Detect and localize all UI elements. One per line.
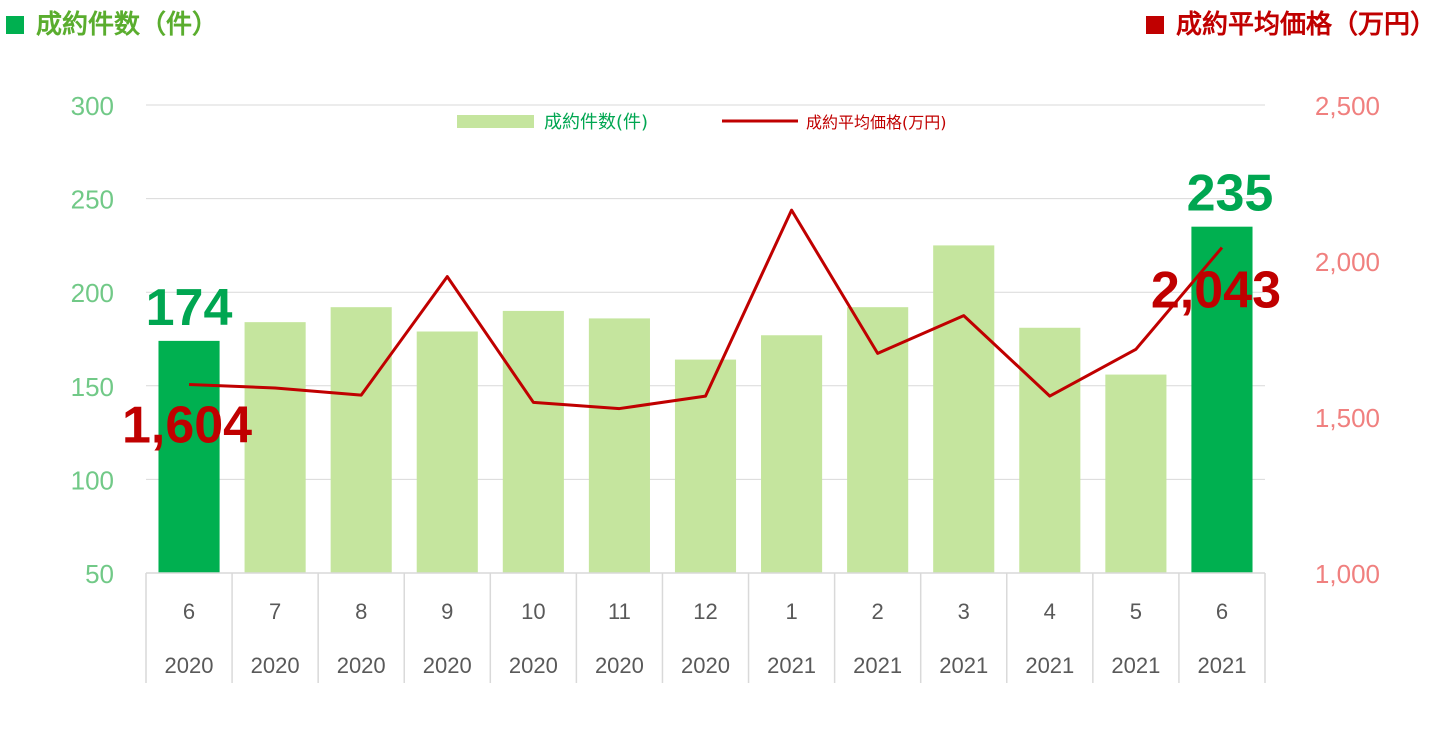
- category-month-label: 4: [1044, 599, 1056, 624]
- bar: [761, 335, 823, 573]
- left-axis-tick-label: 100: [71, 465, 114, 495]
- category-month-label: 5: [1130, 599, 1142, 624]
- category-year-label: 2020: [509, 653, 558, 678]
- category-month-label: 8: [355, 599, 367, 624]
- legend-bar-label: 成約件数(件): [544, 112, 648, 133]
- bar: [1019, 327, 1081, 573]
- category-year-label: 2021: [1197, 653, 1246, 678]
- category-month-label: 9: [441, 599, 453, 624]
- category-year-label: 2021: [767, 653, 816, 678]
- category-year-label: 2020: [165, 653, 214, 678]
- right-axis-tick-label: 1,000: [1315, 559, 1380, 589]
- category-year-label: 2020: [423, 653, 472, 678]
- bar: [588, 318, 650, 573]
- bar-highlight: [158, 340, 220, 573]
- category-month-label: 7: [269, 599, 281, 624]
- bar: [933, 245, 995, 573]
- legend-line-label: 成約平均価格(万円): [806, 113, 947, 132]
- category-year-label: 2021: [853, 653, 902, 678]
- bar-value-annotation: 235: [1187, 165, 1274, 223]
- category-month-label: 6: [1216, 599, 1228, 624]
- left-axis-tick-label: 50: [85, 559, 114, 589]
- bar: [330, 307, 392, 573]
- left-axis-title-text: 成約件数（件）: [36, 10, 219, 40]
- category-year-label: 2021: [1025, 653, 1074, 678]
- right-axis-tick-label: 1,500: [1315, 403, 1380, 433]
- category-year-label: 2020: [251, 653, 300, 678]
- left-axis-tick-label: 150: [71, 372, 114, 402]
- category-month-label: 2: [872, 599, 884, 624]
- left-axis-tick-label: 250: [71, 185, 114, 215]
- bar-highlight: [1191, 226, 1253, 573]
- green-square-icon: [6, 16, 24, 34]
- left-axis-tick-label: 300: [71, 91, 114, 121]
- bar: [502, 310, 564, 573]
- category-year-label: 2021: [1111, 653, 1160, 678]
- right-axis-tick-label: 2,000: [1315, 247, 1380, 277]
- legend-bar-swatch: [457, 115, 534, 128]
- category-month-label: 3: [958, 599, 970, 624]
- bar: [416, 331, 478, 573]
- category-year-label: 2021: [939, 653, 988, 678]
- category-month-label: 6: [183, 599, 195, 624]
- category-year-label: 2020: [337, 653, 386, 678]
- right-axis-title: 成約平均価格（万円）: [1145, 4, 1436, 41]
- category-year-label: 2020: [595, 653, 644, 678]
- left-axis-tick-label: 200: [71, 278, 114, 308]
- right-axis-tick-label: 2,500: [1315, 91, 1380, 121]
- category-month-label: 10: [521, 599, 545, 624]
- bar: [847, 307, 909, 573]
- category-month-label: 11: [608, 599, 631, 624]
- price-value-annotation: 1,604: [122, 397, 252, 455]
- bar: [1105, 374, 1167, 573]
- category-month-label: 1: [785, 599, 797, 624]
- bar: [674, 359, 737, 573]
- right-axis-title-text: 成約平均価格（万円）: [1175, 10, 1436, 40]
- left-axis-title: 成約件数（件）: [6, 4, 218, 41]
- red-square-icon: [1145, 16, 1164, 34]
- category-month-label: 12: [693, 599, 717, 624]
- category-year-label: 2020: [681, 653, 730, 678]
- price-value-annotation: 2,043: [1151, 262, 1281, 320]
- bar: [244, 322, 306, 573]
- bar-value-annotation: 174: [146, 279, 233, 337]
